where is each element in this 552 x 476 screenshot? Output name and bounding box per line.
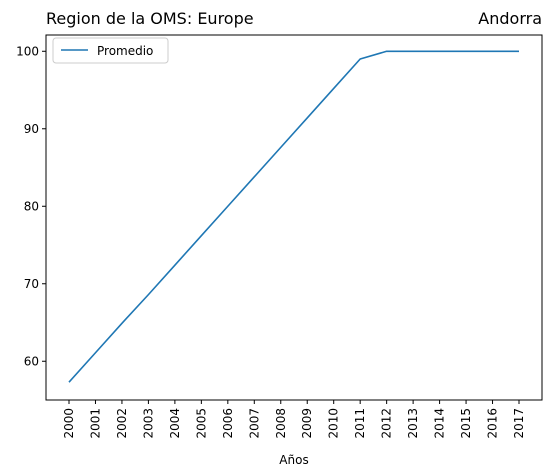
x-tick-label: 2009 [300,408,314,439]
x-tick-label: 2002 [115,408,129,439]
y-tick-label: 100 [16,44,39,58]
x-tick-labels: 2000 2001 2002 2003 2004 2005 2006 2007 2008 2009… [62,408,526,439]
x-tick-label: 2004 [168,408,182,439]
x-tick-label: 2001 [88,408,102,439]
legend: Promedio [52,37,169,64]
chart-title: Region de la OMS: Europe [46,9,254,28]
x-tick-label: 2015 [459,408,473,439]
x-axis-label: Años [279,453,308,467]
legend-label-promedio: Promedio [97,44,153,58]
x-tick-label: 2003 [141,408,155,439]
y-tick-label: 70 [24,277,39,291]
y-tick-label: 60 [24,354,39,368]
x-tick-label: 2017 [512,408,526,439]
y-tick-label: 80 [24,199,39,213]
x-tick-label: 2014 [433,408,447,439]
chart-region-label: Andorra [478,9,542,28]
x-tick-label: 2012 [380,408,394,439]
x-tick-label: 2013 [406,408,420,439]
y-ticks [42,50,46,362]
x-tick-label: 2010 [327,408,341,439]
y-tick-labels: 60 70 80 90 100 [16,44,39,368]
plot-frame [45,34,543,401]
x-tick-label: 2007 [247,408,261,439]
series-line-promedio [68,50,519,383]
x-ticks [68,400,520,404]
x-tick-label: 2016 [486,408,500,439]
x-tick-label: 2011 [353,408,367,439]
series-lines [68,50,519,383]
x-tick-label: 2008 [274,408,288,439]
x-tick-label: 2005 [194,408,208,439]
y-tick-label: 90 [24,122,39,136]
x-tick-label: 2006 [221,408,235,439]
x-tick-label: 2000 [62,408,76,439]
legend-box [52,37,169,64]
